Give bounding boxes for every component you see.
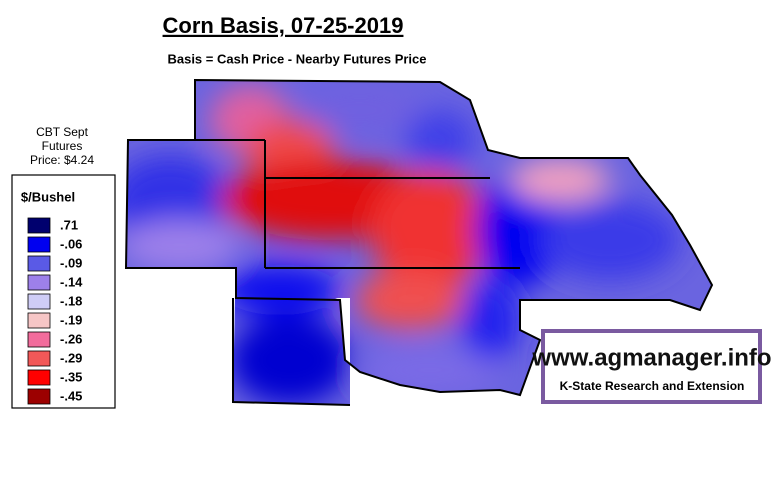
legend-swatch: [27, 369, 51, 386]
legend: .71 -.06 -.09 -.14 -.18 -.19 -.26 -.29 -.35 -.45: [27, 217, 83, 405]
legend-title: $/Bushel: [21, 189, 75, 204]
legend-box: [11, 174, 116, 409]
subtitle: Basis = Cash Price - Nearby Futures Pric…: [167, 51, 426, 66]
legend-label: -.14: [60, 274, 83, 289]
state-borders: [124, 78, 714, 406]
title: Corn Basis, 07-25-2019: [163, 13, 404, 38]
legend-swatch: [27, 255, 51, 272]
legend-swatch: [27, 217, 51, 234]
legend-swatch: [27, 293, 51, 310]
futures-line: Futures: [42, 139, 83, 153]
futures-line: Price: $4.24: [30, 153, 94, 167]
legend-label: -.06: [60, 236, 82, 251]
legend-swatch: [27, 274, 51, 291]
legend-label: -.09: [60, 255, 82, 270]
legend-label: -.35: [60, 369, 82, 384]
logo-url: www.agmanager.info: [531, 344, 771, 371]
legend-swatch: [27, 350, 51, 367]
legend-swatch: [27, 388, 51, 405]
legend-label: .71: [60, 217, 78, 232]
logo-box: [541, 329, 762, 404]
logo-org: K-State Research and Extension: [560, 379, 745, 393]
legend-swatch: [27, 331, 51, 348]
legend-swatch: [27, 312, 51, 329]
legend-label: -.26: [60, 331, 82, 346]
legend-swatch: [27, 236, 51, 253]
legend-label: -.19: [60, 312, 82, 327]
legend-label: -.45: [60, 388, 82, 403]
futures-line: CBT Sept: [36, 125, 88, 139]
legend-label: -.29: [60, 350, 82, 365]
legend-label: -.18: [60, 293, 82, 308]
